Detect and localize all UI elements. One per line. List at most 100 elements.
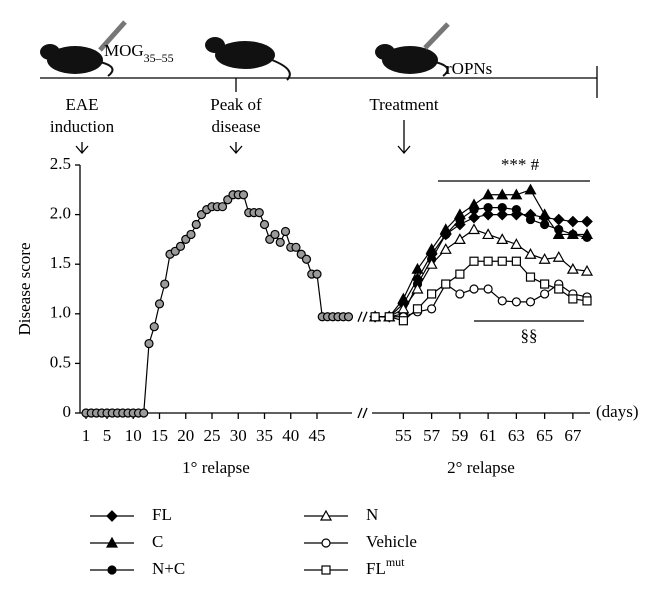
series-point [554, 284, 564, 294]
legend-entry: FLmut [366, 555, 405, 578]
y-tick-label: 1.5 [50, 253, 71, 272]
x-tick-label: 45 [309, 426, 326, 445]
legend-entry: N [366, 505, 378, 524]
series-point [496, 233, 509, 244]
legend-entry: C [152, 532, 163, 551]
first-relapse-point [175, 241, 186, 251]
series-point [538, 253, 551, 264]
first-relapse-line [86, 194, 349, 414]
series-point [582, 232, 592, 243]
x-tick-label: 55 [395, 426, 412, 445]
series-point [497, 256, 507, 266]
series-point [427, 289, 437, 299]
legend-name: FL [152, 505, 172, 524]
x-tick-label: 57 [423, 426, 441, 445]
legend-marker [321, 565, 331, 575]
series-point [510, 188, 523, 200]
series-point [568, 229, 578, 240]
series-point [412, 304, 423, 314]
series-point [525, 214, 536, 225]
series-point [568, 294, 578, 304]
x-tick-label: 59 [451, 426, 468, 445]
x-tick-label: 67 [564, 426, 582, 445]
series-point [580, 264, 594, 276]
axis-break [357, 311, 368, 323]
series-point [525, 297, 536, 307]
first-relapse-point [144, 338, 154, 349]
legend-marker [321, 538, 331, 548]
legend-entry: FL [152, 505, 172, 524]
event-arrowhead [397, 145, 411, 154]
legend-name: N [366, 505, 378, 524]
series-point [398, 316, 408, 326]
series-point [467, 223, 481, 235]
series-point [538, 208, 551, 220]
segment-label: 2° relapse [447, 458, 515, 477]
series-line [375, 214, 587, 318]
first-relapse-point [149, 322, 159, 332]
x-tick-label: 1 [82, 426, 91, 445]
series-line [375, 260, 588, 322]
immunization-label: MOG35–55 [104, 41, 174, 65]
series-point [554, 224, 564, 235]
series-point [411, 282, 424, 294]
legend-name: Vehicle [366, 532, 417, 551]
segment-label: 1° relapse [182, 458, 250, 477]
first-relapse-point [254, 208, 264, 218]
series-point [552, 213, 565, 226]
y-axis-label: Disease score [15, 243, 34, 336]
first-relapse-point [191, 219, 201, 230]
legend-marker [106, 510, 118, 522]
first-relapse-point [312, 269, 322, 279]
mouse-icon [40, 37, 449, 81]
first-relapse-point [259, 219, 270, 230]
event-label: Treatment [369, 95, 439, 114]
series-point [483, 284, 493, 294]
series-point [525, 272, 536, 282]
series-line [375, 228, 588, 318]
series-point [453, 233, 466, 244]
series-point [370, 312, 380, 322]
y-tick-label: 0.5 [50, 352, 71, 371]
x-tick-label: 61 [480, 426, 497, 445]
first-relapse-point [291, 242, 301, 252]
series-point [540, 279, 550, 289]
x-tick-label: 30 [230, 426, 247, 445]
treatment-drug: rOPNs [446, 59, 492, 78]
series-point [540, 289, 550, 299]
series-point [469, 205, 479, 215]
first-relapse-point [270, 229, 280, 240]
event-label: EAE [65, 95, 98, 114]
series-point [469, 284, 479, 294]
first-relapse-point [275, 237, 285, 247]
series-point [425, 257, 438, 269]
series-point [582, 296, 592, 306]
series-point [427, 304, 437, 314]
syringe-icon [98, 20, 450, 52]
series-point [496, 208, 509, 221]
legend-entry: Vehicle [366, 532, 417, 551]
event-arrowhead [229, 145, 243, 154]
y-tick-label: 0 [63, 402, 72, 421]
series-point [552, 251, 565, 262]
first-relapse-point [160, 279, 170, 289]
legend-marker [107, 565, 117, 575]
legend-entry: N+C [152, 559, 185, 578]
series-point [511, 205, 521, 215]
series-point [455, 269, 465, 279]
first-relapse-point [154, 299, 165, 309]
legend-superscript: mut [386, 555, 405, 569]
y-tick-label: 1.0 [50, 303, 71, 322]
immunization-text: MOG [104, 41, 144, 60]
series-point [439, 243, 452, 254]
event-label: induction [50, 117, 115, 136]
immunization-subscript: 35–55 [144, 51, 174, 65]
series-point [581, 215, 593, 228]
event-label: Peak of [210, 95, 262, 114]
first-relapse-point [186, 229, 196, 240]
y-tick-label: 2.0 [50, 204, 71, 223]
series-point [496, 188, 509, 200]
series-point [511, 256, 521, 266]
series-point [425, 243, 438, 254]
